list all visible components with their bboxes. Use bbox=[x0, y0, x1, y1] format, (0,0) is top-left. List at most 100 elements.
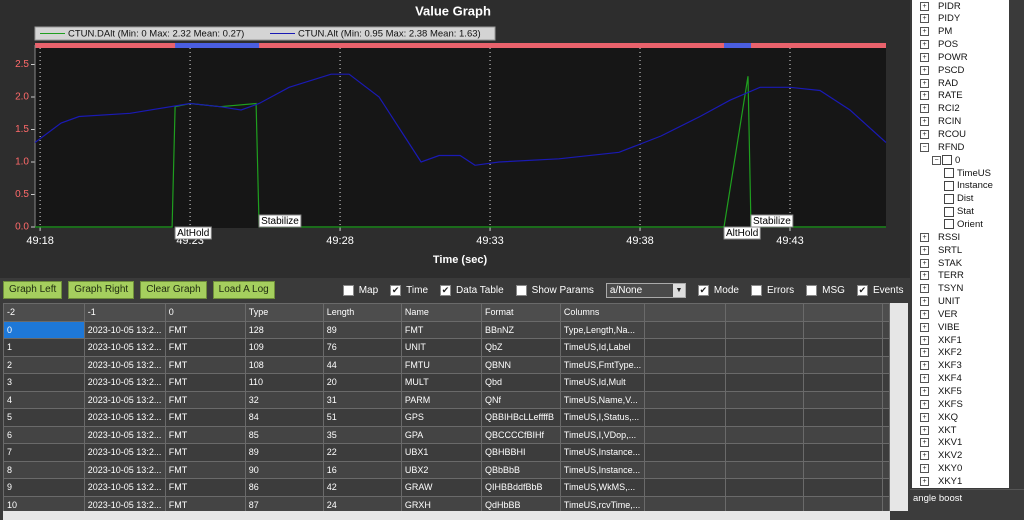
expand-toggle[interactable]: + bbox=[920, 476, 929, 486]
expand-toggle[interactable]: + bbox=[920, 78, 929, 88]
tree-item[interactable]: + STAK bbox=[920, 257, 962, 269]
expand-toggle[interactable]: − bbox=[932, 155, 941, 165]
dropdown-arrow[interactable]: ▼ bbox=[672, 283, 685, 297]
tree-item[interactable]: Orient bbox=[944, 218, 983, 230]
checkbox-option[interactable]: ✔ Time bbox=[390, 284, 428, 296]
tree-item[interactable]: + XKY1 bbox=[920, 475, 962, 487]
button[interactable]: Graph Left bbox=[3, 281, 63, 299]
tree-item[interactable]: + XKF1 bbox=[920, 334, 962, 346]
column-header[interactable] bbox=[724, 303, 805, 322]
tree-item[interactable]: + POWR bbox=[920, 51, 968, 63]
table-row[interactable]: 7 2023-10-05 13:2... FMT 89 22 UBX1 QBHBBHI Tim… bbox=[3, 443, 890, 462]
dropdown[interactable]: a/None ▼ bbox=[605, 282, 686, 298]
checkbox[interactable] bbox=[806, 284, 818, 296]
tree-item[interactable]: + RCOU bbox=[920, 129, 966, 141]
button[interactable]: Load A Log bbox=[212, 281, 275, 299]
expand-toggle[interactable]: + bbox=[920, 1, 929, 11]
expand-toggle[interactable]: + bbox=[920, 309, 929, 319]
column-header[interactable] bbox=[644, 303, 726, 322]
tree-item[interactable]: + XKF5 bbox=[920, 386, 962, 398]
expand-toggle[interactable]: + bbox=[920, 14, 929, 24]
expand-toggle[interactable]: + bbox=[920, 335, 929, 345]
table-row[interactable]: 8 2023-10-05 13:2... FMT 90 16 UBX2 QBbBbB Time… bbox=[3, 460, 890, 479]
column-header[interactable]: -1 bbox=[83, 303, 166, 322]
checkbox[interactable]: ✔ bbox=[856, 284, 868, 296]
expand-toggle[interactable]: + bbox=[920, 284, 929, 294]
tree-item[interactable]: + RCI2 bbox=[920, 103, 960, 115]
expand-toggle[interactable]: + bbox=[920, 130, 929, 139]
expand-toggle[interactable]: + bbox=[920, 40, 929, 50]
tree-item[interactable]: + XKF3 bbox=[920, 360, 962, 372]
tree-checkbox[interactable] bbox=[944, 219, 954, 230]
tree-item[interactable]: + XKV1 bbox=[920, 437, 962, 449]
expand-toggle[interactable]: + bbox=[920, 361, 929, 371]
checkbox-option[interactable]: ✔ Data Table bbox=[440, 284, 504, 296]
expand-toggle[interactable]: + bbox=[920, 464, 929, 474]
tree-item[interactable]: + VER bbox=[920, 308, 958, 320]
table-row[interactable]: 10 2023-10-05 13:2... FMT 87 24 GRXH QdHbBB Tim… bbox=[3, 495, 890, 511]
checkbox-option[interactable]: ✔ Mode bbox=[697, 284, 739, 296]
tree-item[interactable]: −0 bbox=[932, 154, 960, 166]
column-header[interactable]: -2 bbox=[3, 303, 85, 322]
expand-toggle[interactable]: + bbox=[920, 425, 929, 435]
tree-item[interactable]: + PIDR bbox=[920, 0, 961, 12]
tree-item[interactable]: + XKQ bbox=[920, 411, 958, 423]
tree-item[interactable]: Dist bbox=[944, 193, 973, 205]
expand-toggle[interactable]: + bbox=[920, 412, 929, 422]
tree-item[interactable]: TimeUS bbox=[944, 167, 991, 179]
tree-item[interactable]: Instance bbox=[944, 180, 993, 192]
tree-item[interactable]: + XKF4 bbox=[920, 373, 962, 385]
checkbox[interactable] bbox=[342, 284, 354, 296]
expand-toggle[interactable]: + bbox=[920, 271, 929, 281]
checkbox[interactable] bbox=[515, 284, 527, 296]
expand-toggle[interactable]: + bbox=[920, 65, 929, 75]
tree-checkbox[interactable] bbox=[944, 206, 954, 217]
expand-toggle[interactable]: + bbox=[920, 399, 929, 409]
tree-item[interactable]: + RSSI bbox=[920, 231, 960, 243]
tree-item[interactable]: + XKY0 bbox=[920, 463, 962, 475]
tree-item[interactable]: + XKF2 bbox=[920, 347, 962, 359]
tree-item[interactable]: + UNIT bbox=[920, 296, 960, 308]
table-row[interactable]: 9 2023-10-05 13:2... FMT 86 42 GRAW QIHBBddfBb… bbox=[3, 478, 890, 497]
tree-item[interactable]: + TSYN bbox=[920, 283, 963, 295]
tree-item[interactable]: + RATE bbox=[920, 90, 963, 102]
tree-item[interactable]: + POS bbox=[920, 39, 958, 51]
tree-item[interactable]: + TERR bbox=[920, 270, 964, 282]
column-header[interactable]: 0 bbox=[164, 303, 246, 322]
expand-toggle[interactable]: + bbox=[920, 232, 929, 242]
column-header[interactable]: Name bbox=[400, 303, 482, 322]
expand-toggle[interactable]: + bbox=[920, 104, 929, 114]
checkbox[interactable] bbox=[750, 284, 762, 296]
tree-item[interactable]: + PIDY bbox=[920, 13, 960, 25]
tree-checkbox[interactable] bbox=[944, 180, 954, 191]
table-row[interactable]: 3 2023-10-05 13:2... FMT 110 20 MULT Qbd TimeUS… bbox=[3, 373, 890, 392]
table-row[interactable]: 6 2023-10-05 13:2... FMT 85 35 GPA QBCCCCfBIHf… bbox=[3, 425, 890, 444]
table-row[interactable]: 5 2023-10-05 13:2... FMT 84 51 GPS QBBIHBcLLef… bbox=[3, 408, 890, 427]
tree-item[interactable]: + XKV2 bbox=[920, 450, 962, 462]
checkbox-option[interactable]: ✔ Events bbox=[856, 284, 904, 296]
tree-item[interactable]: + PM bbox=[920, 26, 952, 38]
expand-toggle[interactable]: + bbox=[920, 258, 929, 268]
expand-toggle[interactable]: + bbox=[920, 348, 929, 358]
expand-toggle[interactable]: + bbox=[920, 322, 929, 332]
column-header[interactable]: Type bbox=[244, 303, 324, 322]
table-row[interactable]: 0 2023-10-05 13:2... FMT 128 89 FMT BBnNZ Type,… bbox=[3, 320, 890, 339]
expand-toggle[interactable]: + bbox=[920, 374, 929, 384]
tree-item[interactable]: + XKFS bbox=[920, 398, 963, 410]
expand-toggle[interactable]: + bbox=[920, 27, 929, 37]
expand-toggle[interactable]: + bbox=[920, 245, 929, 255]
checkbox-option[interactable]: MSG bbox=[806, 284, 845, 296]
tree-item[interactable]: + VIBE bbox=[920, 321, 960, 333]
tree-item[interactable]: + SRTL bbox=[920, 244, 962, 256]
column-header[interactable] bbox=[803, 303, 883, 322]
table-row[interactable]: 2 2023-10-05 13:2... FMT 108 44 FMTU QBNN TimeU… bbox=[3, 355, 890, 374]
column-header[interactable]: Length bbox=[322, 303, 402, 322]
horizontal-scrollbar[interactable] bbox=[3, 511, 890, 520]
column-header[interactable] bbox=[881, 303, 890, 322]
expand-toggle[interactable]: + bbox=[920, 387, 929, 396]
checkbox-option[interactable]: Errors bbox=[750, 284, 794, 296]
tree-item[interactable]: − RFND bbox=[920, 141, 964, 153]
expand-toggle[interactable]: + bbox=[920, 52, 929, 62]
table-row[interactable]: 1 2023-10-05 13:2... FMT 109 76 UNIT QbZ TimeUS… bbox=[3, 338, 890, 357]
checkbox-option[interactable]: Map bbox=[342, 284, 378, 296]
